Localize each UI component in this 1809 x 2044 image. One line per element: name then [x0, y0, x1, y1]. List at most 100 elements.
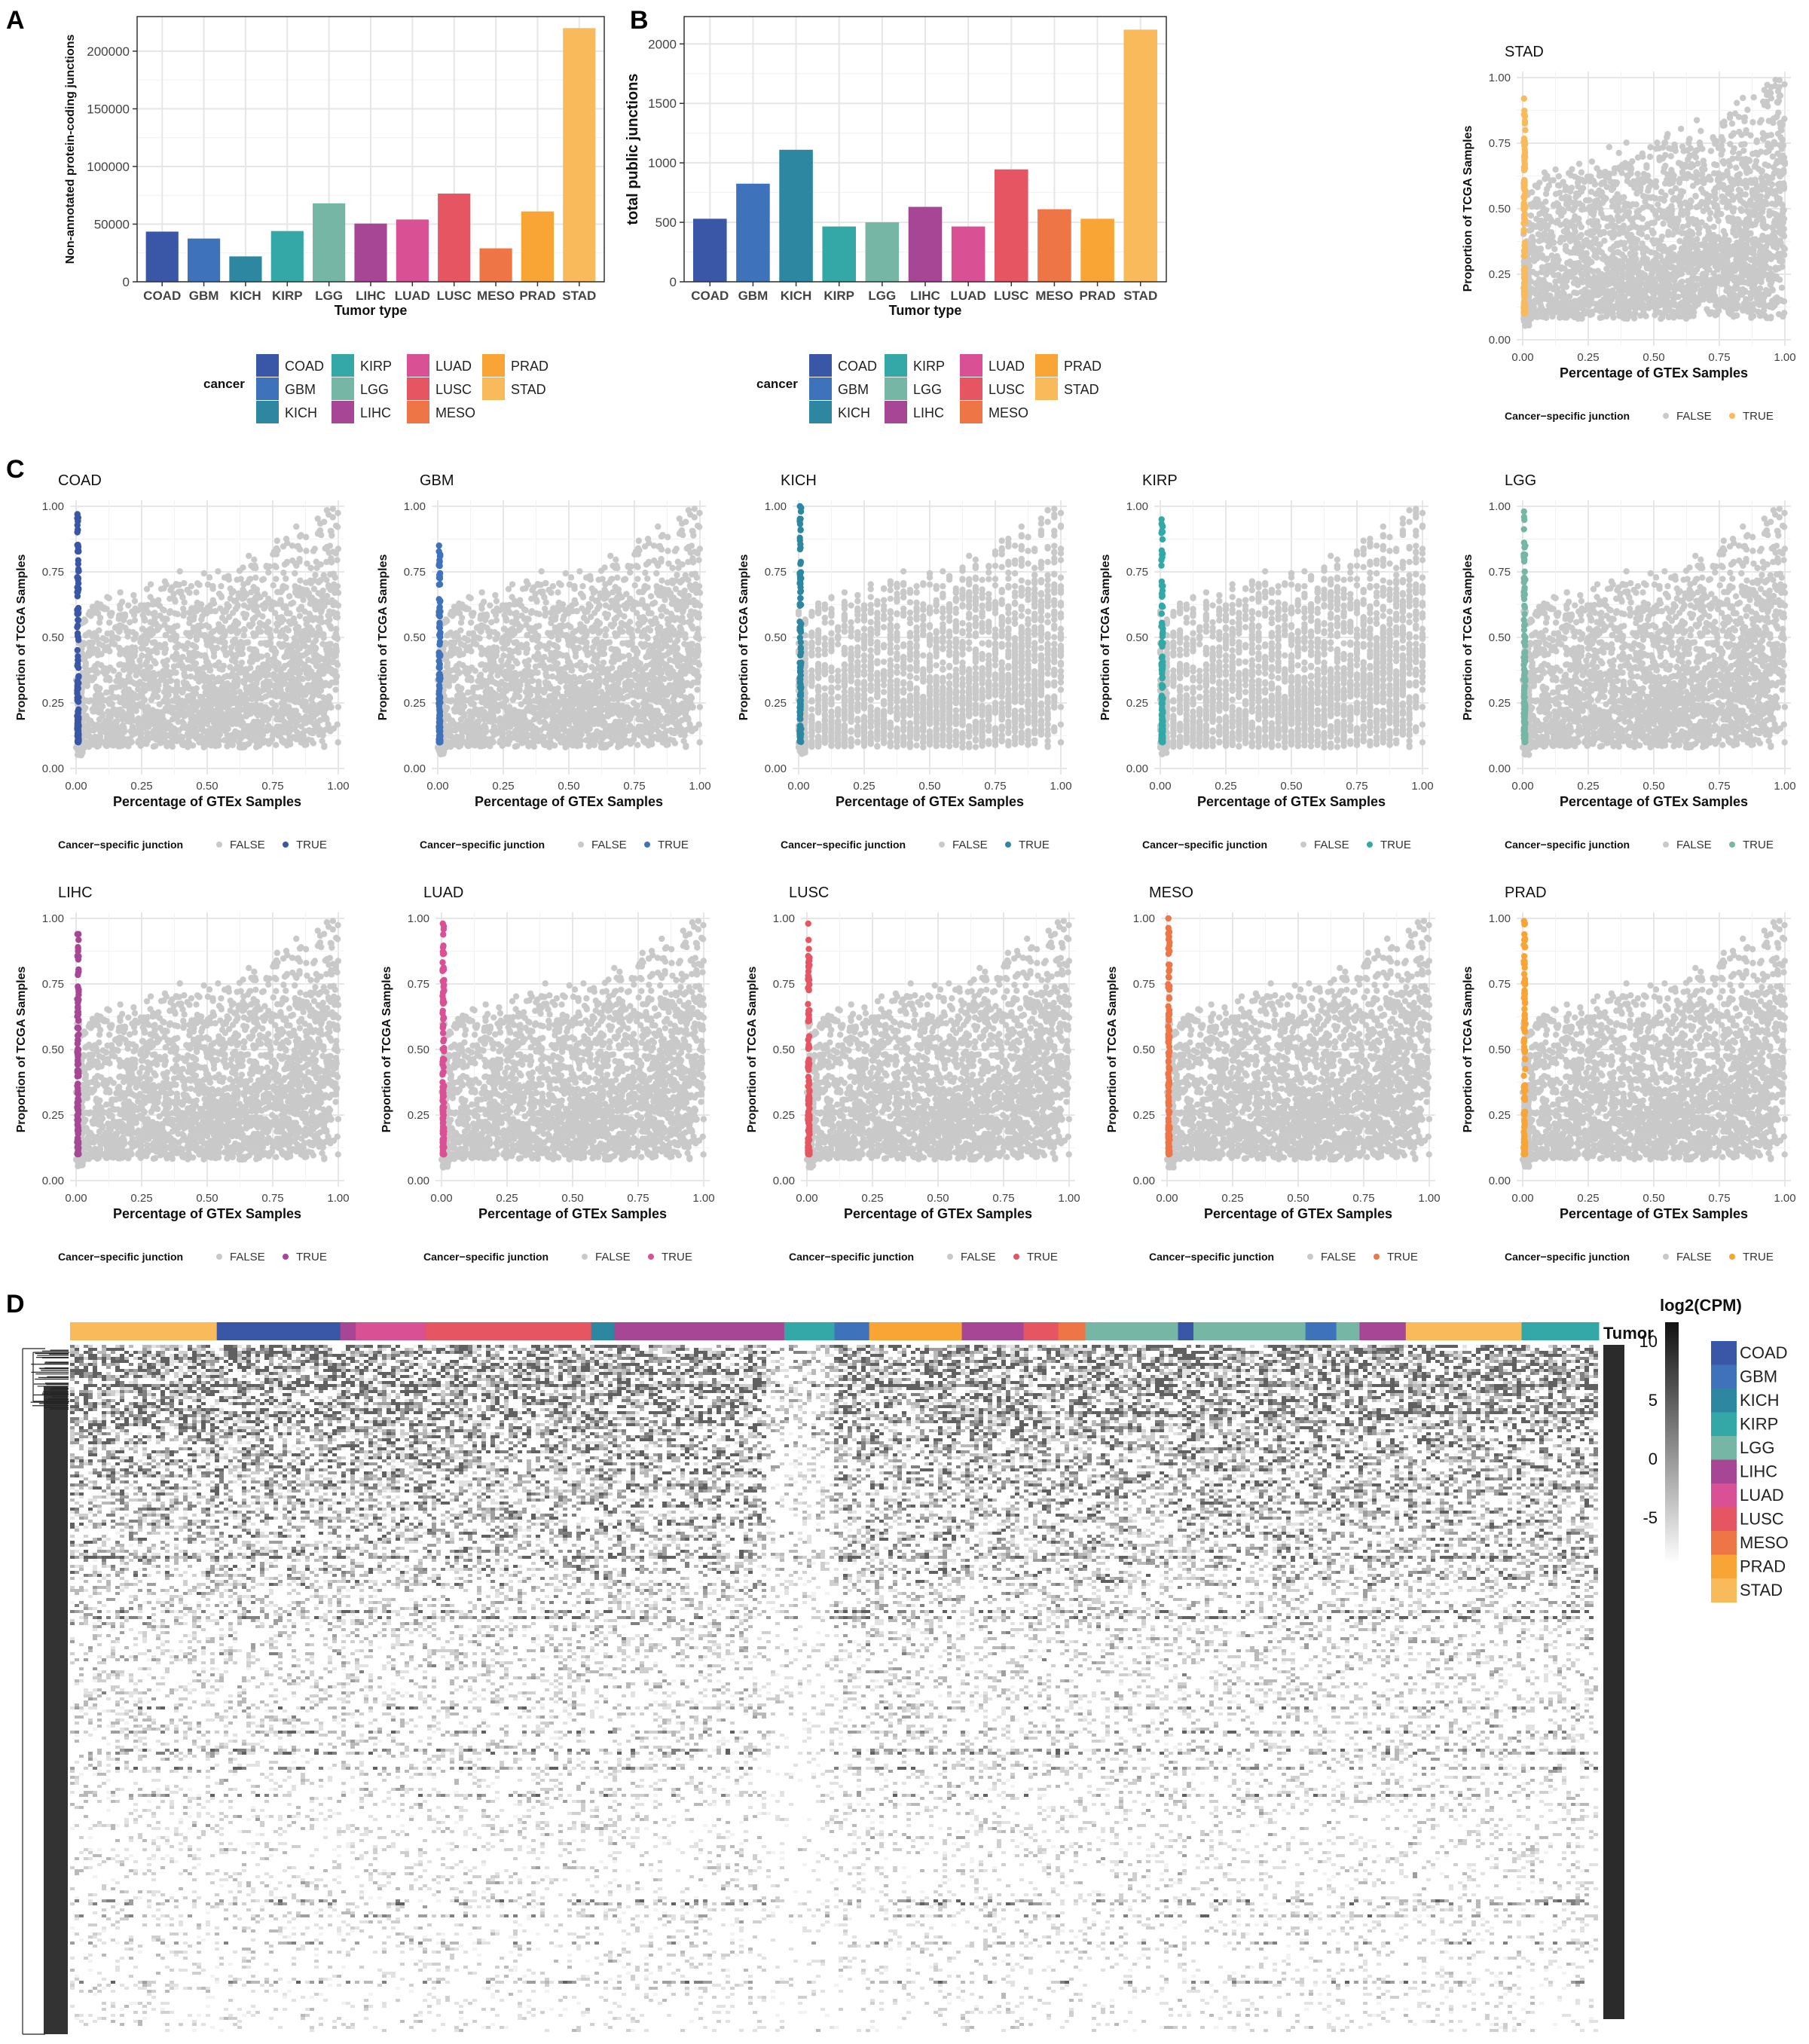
- heatmap-cell: [1037, 1366, 1042, 1369]
- heatmap-cell: [301, 1354, 305, 1357]
- heatmap-cell: [1087, 1363, 1092, 1366]
- heatmap-cell: [1327, 1372, 1331, 1375]
- heatmap-cell: [1562, 1357, 1566, 1360]
- heatmap-cell: [500, 1366, 504, 1369]
- heatmap-cell: [120, 1348, 124, 1351]
- heatmap-cell: [622, 1369, 626, 1372]
- heatmap-cell: [744, 1375, 748, 1378]
- heatmap-cell: [1467, 1369, 1471, 1372]
- heatmap-cell: [1001, 1348, 1006, 1351]
- heatmap-cell: [879, 1375, 884, 1378]
- heatmap-cell: [387, 1375, 391, 1378]
- heatmap-cell: [825, 1366, 830, 1369]
- heatmap-cell: [1367, 1363, 1372, 1366]
- heatmap-cell: [1037, 1345, 1042, 1348]
- heatmap-cell: [1363, 1345, 1367, 1348]
- heatmap-cell: [1132, 1345, 1137, 1348]
- heatmap-cell: [260, 1348, 264, 1351]
- annotation-block-lusc: [425, 1322, 591, 1340]
- heatmap-cell: [509, 1351, 513, 1354]
- heatmap-cell: [884, 1369, 888, 1372]
- heatmap-cell: [509, 1357, 513, 1360]
- heatmap-cell: [983, 1375, 988, 1378]
- heatmap-cell: [1431, 1348, 1435, 1351]
- heatmap-cell: [667, 1348, 671, 1351]
- heatmap-cell: [278, 1372, 283, 1375]
- heatmap-cell: [1264, 1375, 1268, 1378]
- heatmap-cell: [590, 1372, 594, 1375]
- heatmap-cell: [911, 1357, 915, 1360]
- heatmap-cell: [839, 1351, 843, 1354]
- heatmap-cell: [1535, 1351, 1539, 1354]
- heatmap-cell: [563, 1363, 567, 1366]
- heatmap-cell: [1449, 1354, 1453, 1357]
- heatmap-cell: [373, 1369, 377, 1372]
- heatmap-cell: [1331, 1363, 1336, 1366]
- heatmap-cell: [1453, 1369, 1458, 1372]
- heatmap-cell: [825, 1351, 830, 1354]
- heatmap-cell: [323, 1348, 328, 1351]
- heatmap-cell: [834, 1345, 839, 1348]
- heatmap-cell: [563, 1360, 567, 1363]
- heatmap-cell: [929, 1375, 934, 1378]
- heatmap-cell: [1336, 1345, 1340, 1348]
- heatmap-cell: [1494, 1375, 1499, 1378]
- heatmap-cell: [816, 1360, 820, 1363]
- heatmap-cell: [594, 1351, 599, 1354]
- heatmap-cell: [604, 1363, 608, 1366]
- heatmap-cell: [1444, 1366, 1449, 1369]
- heatmap-cell: [273, 1345, 278, 1348]
- heatmap-cell: [477, 1360, 481, 1363]
- heatmap-cell: [278, 1351, 283, 1354]
- heatmap-cell: [1444, 1345, 1449, 1348]
- heatmap-cell: [866, 1363, 870, 1366]
- heatmap-cell: [522, 1357, 527, 1360]
- heatmap-cell: [915, 1369, 920, 1372]
- heatmap-cell: [1358, 1363, 1363, 1366]
- heatmap-cell: [264, 1351, 269, 1354]
- heatmap-cell: [409, 1351, 414, 1354]
- heatmap-cell: [1594, 1369, 1598, 1372]
- heatmap-cell: [1155, 1366, 1160, 1369]
- heatmap-cell: [1413, 1375, 1417, 1378]
- heatmap-cell: [188, 1345, 192, 1348]
- heatmap-cell: [391, 1354, 396, 1357]
- heatmap-cell: [486, 1354, 490, 1357]
- heatmap-cell: [1358, 1348, 1363, 1351]
- heatmap-cell: [75, 1345, 79, 1348]
- heatmap-cell: [1295, 1348, 1300, 1351]
- heatmap-cell: [1056, 1351, 1060, 1354]
- heatmap-cell: [1539, 1369, 1544, 1372]
- heatmap-cell: [1182, 1357, 1187, 1360]
- heatmap-cell: [409, 1360, 414, 1363]
- heatmap-cell: [545, 1348, 549, 1351]
- heatmap-cell: [888, 1363, 893, 1366]
- heatmap-cell: [667, 1360, 671, 1363]
- heatmap-cell: [1155, 1345, 1160, 1348]
- heatmap-cell: [359, 1363, 364, 1366]
- heatmap-cell: [635, 1363, 640, 1366]
- heatmap-cell: [631, 1345, 635, 1348]
- heatmap-cell: [798, 1366, 802, 1369]
- heatmap-cell: [635, 1345, 640, 1348]
- heatmap-cell: [1386, 1348, 1390, 1351]
- heatmap-cell: [694, 1363, 698, 1366]
- heatmap-cell: [156, 1363, 160, 1366]
- heatmap-cell: [1571, 1345, 1575, 1348]
- heatmap-cell: [635, 1351, 640, 1354]
- heatmap-cell: [811, 1357, 816, 1360]
- heatmap-cell: [120, 1360, 124, 1363]
- heatmap-cell: [1119, 1375, 1123, 1378]
- heatmap-cell: [454, 1372, 459, 1375]
- heatmap-cell: [744, 1348, 748, 1351]
- heatmap-cell: [848, 1357, 852, 1360]
- heatmap-cell: [676, 1375, 680, 1378]
- heatmap-cell: [830, 1363, 834, 1366]
- heatmap-cell: [1209, 1345, 1214, 1348]
- heatmap-cell: [102, 1357, 106, 1360]
- heatmap-cell: [1476, 1357, 1481, 1360]
- heatmap-cell: [1024, 1366, 1028, 1369]
- heatmap-cell: [1462, 1357, 1467, 1360]
- heatmap-cell: [762, 1345, 766, 1348]
- heatmap-cell: [1291, 1369, 1295, 1372]
